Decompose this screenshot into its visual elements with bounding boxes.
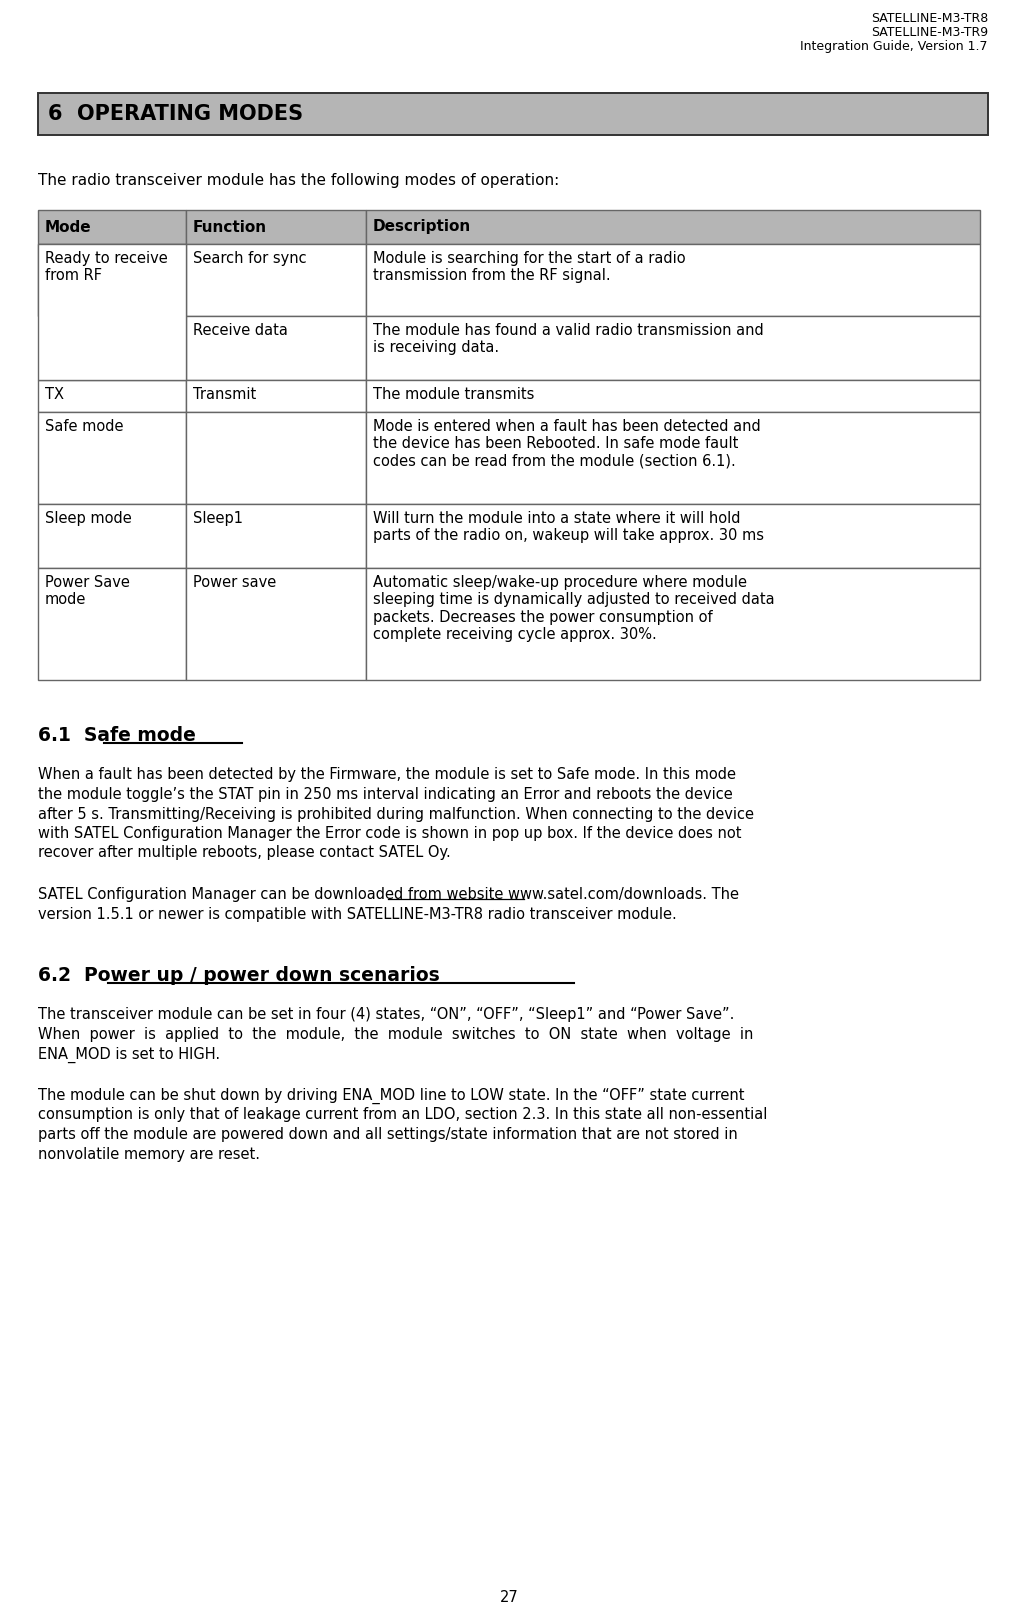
Text: Power Save
mode: Power Save mode bbox=[45, 575, 130, 607]
Bar bbox=[38, 380, 186, 412]
Text: Ready to receive
from RF: Ready to receive from RF bbox=[45, 251, 168, 284]
Text: Receive data: Receive data bbox=[193, 322, 288, 338]
Bar bbox=[38, 93, 988, 135]
Text: The module has found a valid radio transmission and
is receiving data.: The module has found a valid radio trans… bbox=[373, 322, 764, 356]
Text: with SATEL Configuration Manager the Error code is shown in pop up box. If the d: with SATEL Configuration Manager the Err… bbox=[38, 826, 741, 841]
Text: ENA_MOD is set to HIGH.: ENA_MOD is set to HIGH. bbox=[38, 1047, 220, 1063]
Bar bbox=[186, 380, 366, 412]
Bar bbox=[38, 504, 186, 569]
Bar bbox=[38, 209, 186, 243]
Text: TX: TX bbox=[45, 387, 64, 403]
Bar bbox=[366, 412, 980, 504]
Text: Mode is entered when a fault has been detected and
the device has been Rebooted.: Mode is entered when a fault has been de… bbox=[373, 419, 760, 469]
Text: SATEL Configuration Manager can be downloaded from website www.satel.com/downloa: SATEL Configuration Manager can be downl… bbox=[38, 888, 739, 902]
Text: the module toggle’s the STAT pin in 250 ms interval indicating an Error and rebo: the module toggle’s the STAT pin in 250 … bbox=[38, 788, 733, 802]
Bar bbox=[38, 412, 186, 504]
Text: consumption is only that of leakage current from an LDO, section 2.3. In this st: consumption is only that of leakage curr… bbox=[38, 1107, 768, 1123]
Text: nonvolatile memory are reset.: nonvolatile memory are reset. bbox=[38, 1147, 260, 1162]
Bar bbox=[186, 209, 366, 243]
Bar bbox=[186, 243, 366, 316]
Bar bbox=[186, 569, 366, 680]
Bar bbox=[366, 380, 980, 412]
Text: Description: Description bbox=[373, 219, 471, 235]
Text: Integration Guide, Version 1.7: Integration Guide, Version 1.7 bbox=[800, 40, 988, 53]
Text: 6.1  Safe mode: 6.1 Safe mode bbox=[38, 727, 195, 744]
Text: version 1.5.1 or newer is compatible with SATELLINE-M3-TR8 radio transceiver mod: version 1.5.1 or newer is compatible wit… bbox=[38, 907, 677, 921]
Bar bbox=[38, 243, 186, 380]
Text: Power save: Power save bbox=[193, 575, 276, 590]
Text: Mode: Mode bbox=[45, 219, 92, 235]
Bar bbox=[366, 316, 980, 380]
Text: When a fault has been detected by the Firmware, the module is set to Safe mode. : When a fault has been detected by the Fi… bbox=[38, 767, 736, 783]
Bar bbox=[38, 569, 186, 680]
Bar bbox=[366, 243, 980, 316]
Text: 6.2  Power up / power down scenarios: 6.2 Power up / power down scenarios bbox=[38, 967, 440, 984]
Text: 27: 27 bbox=[500, 1590, 518, 1605]
Text: Sleep1: Sleep1 bbox=[193, 511, 243, 527]
Text: Will turn the module into a state where it will hold
parts of the radio on, wake: Will turn the module into a state where … bbox=[373, 511, 764, 543]
Text: The module can be shut down by driving ENA_MOD line to LOW state. In the “OFF” s: The module can be shut down by driving E… bbox=[38, 1087, 744, 1104]
Bar bbox=[366, 504, 980, 569]
Text: Transmit: Transmit bbox=[193, 387, 257, 403]
Text: The transceiver module can be set in four (4) states, “ON”, “OFF”, “Sleep1” and : The transceiver module can be set in fou… bbox=[38, 1007, 734, 1023]
Text: SATELLINE-M3-TR9: SATELLINE-M3-TR9 bbox=[870, 26, 988, 39]
Text: SATELLINE-M3-TR8: SATELLINE-M3-TR8 bbox=[870, 11, 988, 26]
Text: Safe mode: Safe mode bbox=[45, 419, 123, 433]
Bar bbox=[366, 569, 980, 680]
Text: The radio transceiver module has the following modes of operation:: The radio transceiver module has the fol… bbox=[38, 172, 559, 188]
Bar bbox=[186, 504, 366, 569]
Text: When  power  is  applied  to  the  module,  the  module  switches  to  ON  state: When power is applied to the module, the… bbox=[38, 1026, 753, 1042]
Bar bbox=[186, 412, 366, 504]
Text: Module is searching for the start of a radio
transmission from the RF signal.: Module is searching for the start of a r… bbox=[373, 251, 686, 284]
Text: Function: Function bbox=[193, 219, 267, 235]
Bar bbox=[366, 209, 980, 243]
Text: Automatic sleep/wake-up procedure where module
sleeping time is dynamically adju: Automatic sleep/wake-up procedure where … bbox=[373, 575, 775, 643]
Text: The module transmits: The module transmits bbox=[373, 387, 534, 403]
Text: Sleep mode: Sleep mode bbox=[45, 511, 131, 527]
Text: after 5 s. Transmitting/Receiving is prohibited during malfunction. When connect: after 5 s. Transmitting/Receiving is pro… bbox=[38, 807, 754, 822]
Bar bbox=[38, 243, 186, 316]
Text: parts off the module are powered down and all settings/state information that ar: parts off the module are powered down an… bbox=[38, 1128, 738, 1142]
Text: Search for sync: Search for sync bbox=[193, 251, 306, 266]
Bar bbox=[186, 316, 366, 380]
Text: 6  OPERATING MODES: 6 OPERATING MODES bbox=[48, 105, 303, 124]
Text: recover after multiple reboots, please contact SATEL Oy.: recover after multiple reboots, please c… bbox=[38, 846, 451, 860]
